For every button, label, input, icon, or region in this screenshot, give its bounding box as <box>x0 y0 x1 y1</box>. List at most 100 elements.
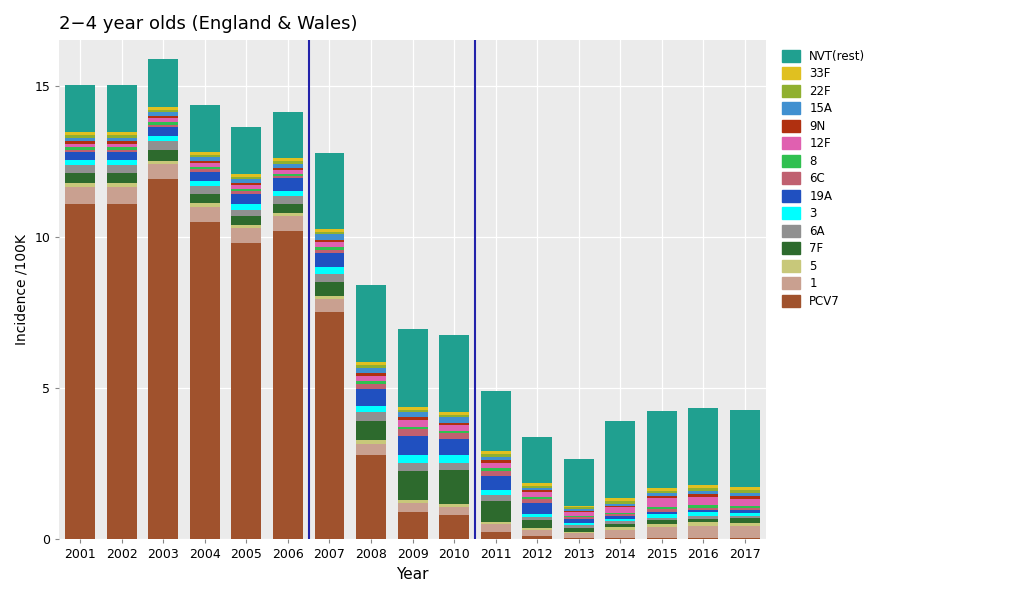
Bar <box>356 421 386 441</box>
Bar <box>106 187 137 204</box>
Bar <box>65 165 95 173</box>
Bar <box>356 406 386 413</box>
Bar <box>148 122 178 125</box>
Bar <box>730 538 760 540</box>
Bar <box>523 491 552 497</box>
Text: 2−4 year olds (England & Wales): 2−4 year olds (England & Wales) <box>59 15 358 33</box>
Bar <box>65 183 95 187</box>
Bar <box>523 437 552 482</box>
Bar <box>273 170 303 174</box>
Bar <box>523 528 552 530</box>
Bar <box>231 189 261 191</box>
Bar <box>106 165 137 173</box>
Bar <box>398 426 428 429</box>
Bar <box>647 498 677 507</box>
Bar <box>606 524 635 527</box>
Bar <box>273 204 303 213</box>
Bar <box>231 183 261 185</box>
Bar <box>688 485 718 488</box>
Bar <box>688 516 718 519</box>
Bar <box>647 520 677 524</box>
Bar <box>523 530 552 536</box>
Bar <box>314 312 345 540</box>
Bar <box>564 519 593 523</box>
Bar <box>606 521 635 524</box>
Bar <box>148 118 178 122</box>
Bar <box>647 411 677 488</box>
Bar <box>481 476 510 490</box>
Bar <box>730 499 760 506</box>
Bar <box>65 85 95 132</box>
Bar <box>647 538 677 540</box>
Bar <box>314 234 345 239</box>
Bar <box>398 429 428 436</box>
Bar <box>564 509 593 511</box>
Bar <box>730 490 760 493</box>
Bar <box>106 135 137 137</box>
Bar <box>231 243 261 540</box>
Bar <box>148 116 178 118</box>
Bar <box>273 213 303 216</box>
Bar <box>564 517 593 519</box>
Bar <box>106 150 137 152</box>
Bar <box>564 507 593 509</box>
Bar <box>231 179 261 183</box>
Bar <box>190 105 220 152</box>
Bar <box>273 174 303 176</box>
Bar <box>606 507 635 513</box>
Bar <box>439 463 470 470</box>
Bar <box>523 488 552 490</box>
Bar <box>439 335 470 412</box>
Bar <box>231 216 261 224</box>
Bar <box>314 282 345 296</box>
Bar <box>688 505 718 507</box>
Bar <box>730 510 760 513</box>
Bar <box>190 157 220 161</box>
Bar <box>730 493 760 497</box>
Bar <box>398 471 428 500</box>
Bar <box>398 410 428 412</box>
Bar <box>356 362 386 365</box>
Bar <box>148 141 178 150</box>
Bar <box>606 516 635 519</box>
Bar <box>314 229 345 232</box>
Bar <box>398 407 428 410</box>
Bar <box>106 152 137 159</box>
Legend: NVT(rest), 33F, 22F, 15A, 9N, 12F, 8, 6C, 19A, 3, 6A, 7F, 5, 1, PCV7: NVT(rest), 33F, 22F, 15A, 9N, 12F, 8, 6C… <box>779 46 869 312</box>
Bar <box>481 454 510 457</box>
Bar <box>190 194 220 203</box>
Bar <box>356 376 386 381</box>
Bar <box>564 523 593 525</box>
Bar <box>688 519 718 522</box>
Bar <box>231 227 261 243</box>
Bar <box>647 514 677 518</box>
Bar <box>231 191 261 193</box>
Bar <box>606 506 635 507</box>
Bar <box>356 441 386 444</box>
Bar <box>398 420 428 426</box>
Bar <box>65 135 95 137</box>
Bar <box>481 490 510 496</box>
X-axis label: Year: Year <box>396 567 429 582</box>
Bar <box>439 507 470 515</box>
Bar <box>148 136 178 141</box>
Bar <box>481 468 510 470</box>
Bar <box>106 204 137 540</box>
Bar <box>190 155 220 157</box>
Bar <box>65 204 95 540</box>
Bar <box>647 527 677 538</box>
Bar <box>606 421 635 498</box>
Bar <box>564 533 593 538</box>
Bar <box>439 515 470 540</box>
Bar <box>190 221 220 540</box>
Bar <box>523 503 552 513</box>
Bar <box>148 112 178 116</box>
Bar <box>688 497 718 505</box>
Bar <box>564 525 593 528</box>
Bar <box>688 526 718 538</box>
Bar <box>65 173 95 183</box>
Bar <box>398 412 428 417</box>
Bar <box>730 506 760 508</box>
Bar <box>564 511 593 512</box>
Bar <box>439 423 470 425</box>
